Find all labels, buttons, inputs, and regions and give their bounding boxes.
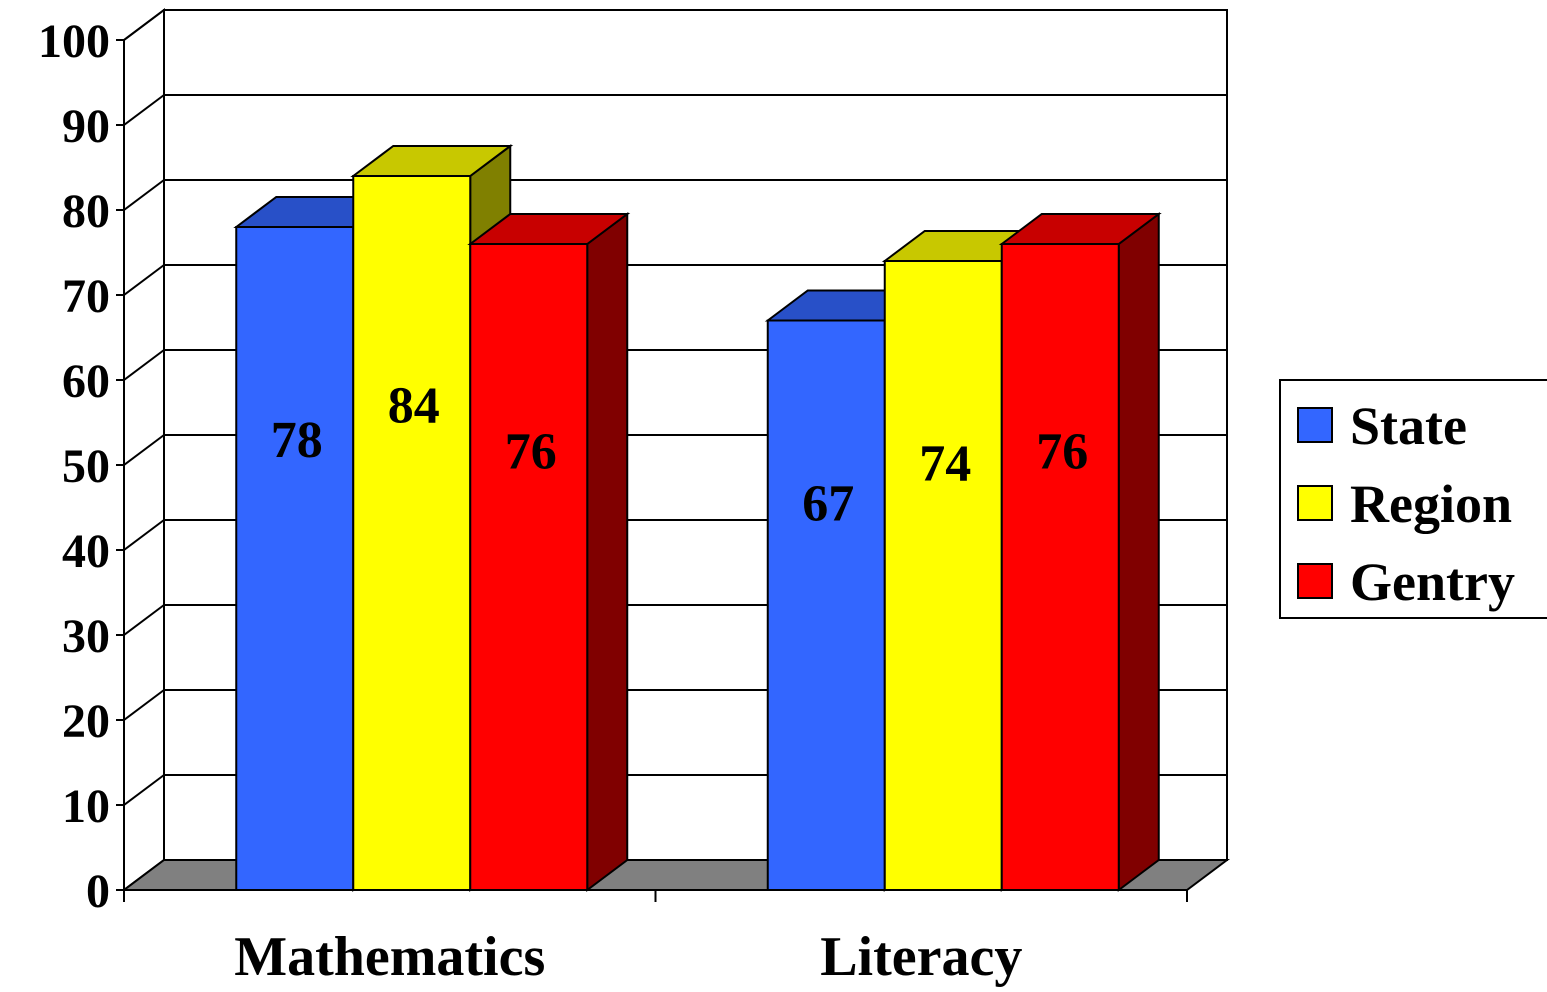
data-label: 76: [1036, 424, 1088, 481]
bar-gentry: [1000, 243, 1120, 891]
y-tick-label: 20: [62, 695, 110, 748]
legend-label: Gentry: [1350, 552, 1515, 612]
bar-region: [352, 175, 472, 891]
y-tick-label: 80: [62, 185, 110, 238]
bar-gentry: [469, 243, 589, 891]
gridline-side: [123, 9, 165, 41]
y-tick-label: 0: [86, 865, 110, 918]
legend-swatch-region: [1297, 485, 1333, 521]
bar-state: [235, 226, 355, 891]
data-label: 76: [505, 424, 557, 481]
x-tick-label: Mathematics: [234, 926, 545, 987]
data-label: 84: [388, 377, 440, 434]
gridline-side: [123, 179, 165, 211]
y-tick-label: 100: [38, 15, 110, 68]
y-tick-label: 50: [62, 440, 110, 493]
y-tick-label: 90: [62, 100, 110, 153]
bar-side-gentry: [1117, 212, 1160, 892]
gridline-side: [123, 774, 165, 806]
data-label: 67: [802, 476, 854, 533]
gridline-side: [123, 264, 165, 296]
y-tick-label: 70: [62, 270, 110, 323]
bar-region: [883, 260, 1003, 891]
data-label: 74: [919, 435, 971, 492]
y-tick-label: 40: [62, 525, 110, 578]
legend-swatch-gentry: [1297, 563, 1333, 599]
x-tick-label: Literacy: [820, 926, 1022, 987]
y-tick-label: 60: [62, 355, 110, 408]
legend-label: State: [1350, 396, 1467, 456]
gridline-side: [123, 519, 165, 551]
data-label: 78: [271, 412, 323, 469]
gridline-side: [123, 689, 165, 721]
gridline-side: [123, 94, 165, 126]
legend-swatch-state: [1297, 407, 1333, 443]
y-tick-label: 10: [62, 780, 110, 833]
legend-label: Region: [1350, 474, 1512, 534]
y-tick-label: 30: [62, 610, 110, 663]
bar-side-gentry: [586, 212, 629, 892]
gridline-side: [123, 434, 165, 466]
gridline-side: [123, 604, 165, 636]
gridline-side: [123, 349, 165, 381]
bar-state: [766, 319, 886, 891]
